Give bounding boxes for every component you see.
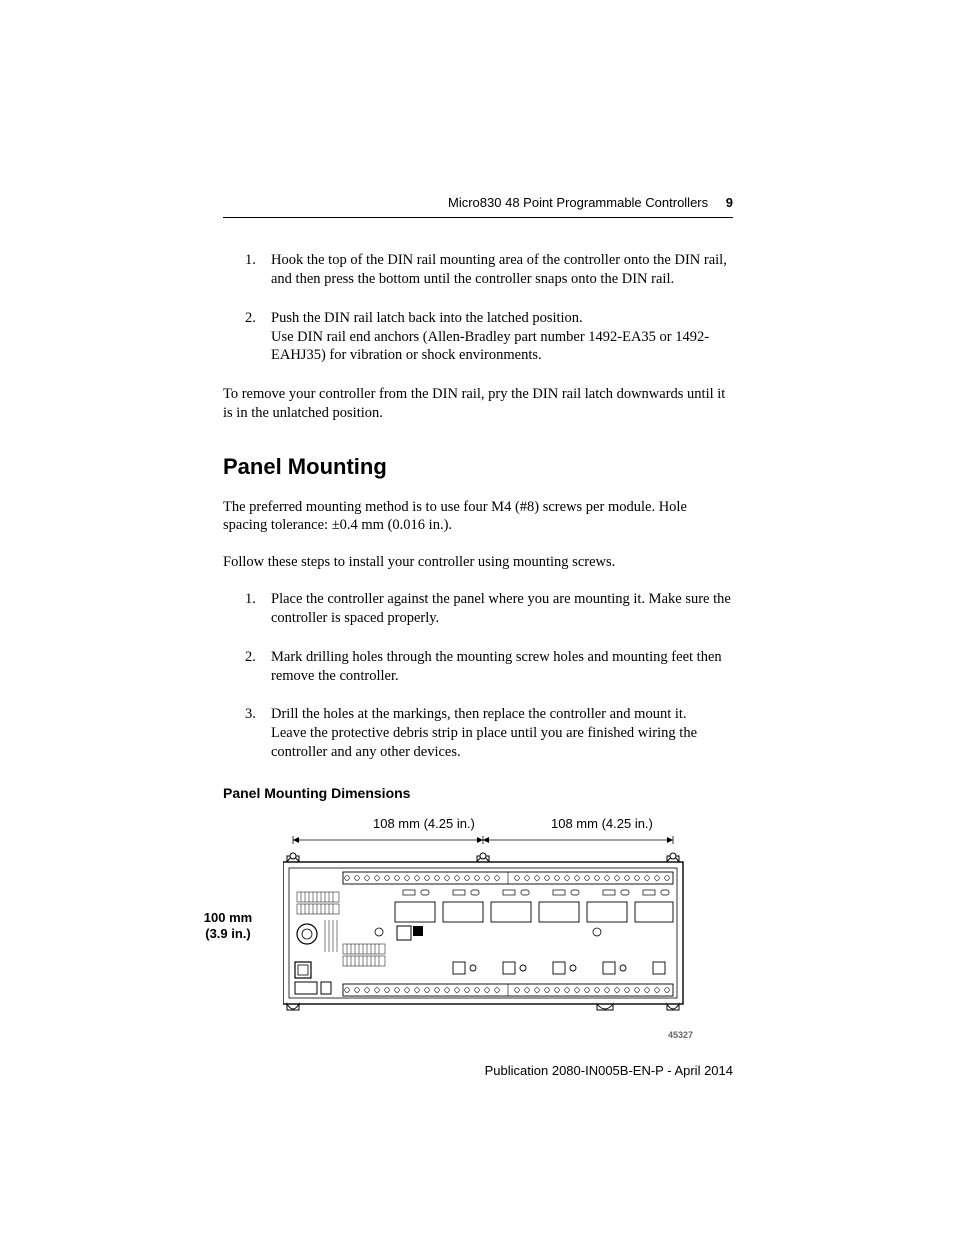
doc-title: Micro830 48 Point Programmable Controlle… <box>448 195 708 210</box>
panel-mounting-heading: Panel Mounting <box>223 453 733 482</box>
panel-step-2: Mark drilling holes through the mounting… <box>223 648 733 686</box>
dim-left: 100 mm (3.9 in.) <box>197 910 259 943</box>
page-number: 9 <box>726 195 733 210</box>
din-remove-text: To remove your controller from the DIN r… <box>223 385 733 423</box>
panel-step-3b: Leave the protective debris strip in pla… <box>271 725 697 760</box>
panel-follow: Follow these steps to install your contr… <box>223 553 733 572</box>
panel-dims-heading: Panel Mounting Dimensions <box>223 784 733 802</box>
running-header: Micro830 48 Point Programmable Controlle… <box>448 195 733 210</box>
dim-top-2: 108 mm (4.25 in.) <box>551 816 653 833</box>
panel-step-3: Drill the holes at the markings, then re… <box>223 705 733 762</box>
panel-step-3a: Drill the holes at the markings, then re… <box>271 706 687 722</box>
panel-step-1: Place the controller against the panel w… <box>223 590 733 628</box>
controller-diagram: placeholder <box>283 834 698 1029</box>
figure-id: 45327 <box>668 1030 693 1042</box>
dimensions-figure: 108 mm (4.25 in.) 108 mm (4.25 in.) 100 … <box>223 816 733 1036</box>
din-step-2b: Use DIN rail end anchors (Allen-Bradley … <box>271 329 709 364</box>
header-rule <box>223 217 733 218</box>
panel-intro: The preferred mounting method is to use … <box>223 498 733 536</box>
dim-left-in: (3.9 in.) <box>205 926 251 941</box>
din-steps-list: Hook the top of the DIN rail mounting ar… <box>223 251 733 365</box>
dim-left-mm: 100 mm <box>204 910 252 925</box>
dim-top-1: 108 mm (4.25 in.) <box>373 816 475 833</box>
panel-steps-list: Place the controller against the panel w… <box>223 590 733 762</box>
din-step-2a: Push the DIN rail latch back into the la… <box>271 310 583 326</box>
din-step-1: Hook the top of the DIN rail mounting ar… <box>223 251 733 289</box>
publication-footer: Publication 2080-IN005B-EN-P - April 201… <box>223 1063 733 1078</box>
din-step-2: Push the DIN rail latch back into the la… <box>223 309 733 366</box>
